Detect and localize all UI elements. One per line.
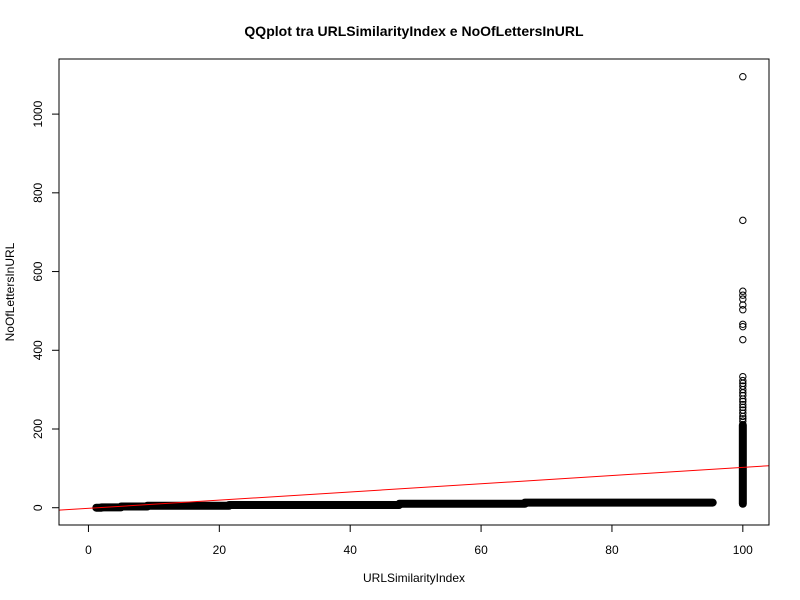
chart-title: QQplot tra URLSimilarityIndex e NoOfLett… [244, 23, 584, 39]
data-point [739, 400, 747, 409]
x-axis: 0 20 40 60 80 100 [85, 524, 753, 557]
data-point [739, 287, 747, 295]
data-point [739, 415, 747, 423]
data-point [739, 320, 747, 328]
x-tick-label: 60 [474, 543, 488, 557]
data-point [739, 409, 747, 417]
data-point [739, 417, 747, 425]
x-tick-label: 20 [213, 543, 227, 557]
plot-frame [58, 58, 770, 526]
data-point [739, 395, 747, 403]
data-point [739, 322, 747, 331]
x-tick-label: 100 [733, 543, 753, 557]
plot-area [58, 73, 770, 512]
y-tick-label: 600 [31, 261, 45, 281]
y-tick-label: 200 [31, 419, 45, 439]
data-point [739, 216, 747, 225]
y-axis-label: NoOfLettersInURL [3, 242, 17, 341]
data-point [739, 301, 747, 309]
data-point [739, 306, 747, 314]
data-point [739, 291, 747, 299]
x-tick-label: 80 [605, 543, 619, 557]
data-point [739, 73, 747, 81]
x-tick-label: 40 [344, 543, 358, 557]
x-axis-label: URLSimilarityIndex [363, 571, 465, 585]
data-point [739, 376, 747, 385]
y-tick-label: 0 [31, 504, 45, 511]
data-point [739, 412, 747, 421]
reference-line [58, 465, 770, 511]
y-tick-label: 800 [31, 182, 45, 202]
y-axis: 0 200 400 600 800 1000 [31, 100, 60, 511]
data-point [739, 335, 747, 344]
x-tick-label: 0 [85, 543, 92, 557]
y-tick-label: 400 [31, 340, 45, 360]
y-tick-label: 1000 [31, 100, 45, 127]
